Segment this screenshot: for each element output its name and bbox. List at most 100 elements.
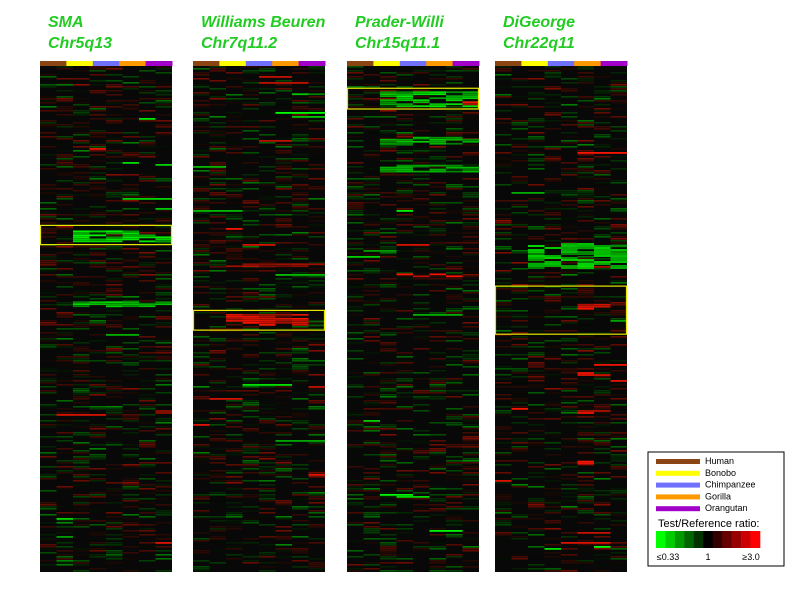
heatmap-cell [347, 104, 364, 106]
heatmap-cell [561, 208, 578, 210]
heatmap-cell [561, 132, 578, 134]
heatmap-cell [56, 158, 73, 160]
heatmap-cell [259, 566, 276, 568]
heatmap-cell [610, 280, 627, 282]
heatmap-cell [561, 362, 578, 364]
heatmap-cell [155, 338, 172, 340]
heatmap-cell [308, 82, 325, 84]
heatmap-cell [40, 390, 57, 392]
heatmap-cell [209, 448, 226, 450]
heatmap-cell [40, 322, 57, 324]
heatmap-cell [380, 310, 397, 312]
heatmap-cell [561, 402, 578, 404]
heatmap-cell [396, 474, 413, 476]
heatmap-cell [577, 440, 594, 442]
heatmap-cell [446, 380, 463, 382]
heatmap-cell [73, 360, 90, 362]
heatmap-cell [429, 276, 446, 278]
heatmap-band-cell [89, 240, 106, 243]
legend-tick-label: ≥3.0 [742, 552, 759, 562]
heatmap-cell [122, 86, 139, 88]
heatmap-cell [347, 446, 364, 448]
heatmap-cell [528, 276, 545, 278]
heatmap-cell [209, 142, 226, 144]
heatmap-cell [396, 152, 413, 154]
heatmap-band-cell [242, 313, 259, 316]
heatmap-cell [511, 234, 528, 236]
heatmap-band-cell [429, 273, 446, 276]
heatmap-cell [577, 170, 594, 172]
heatmap-cell [73, 520, 90, 522]
heatmap-cell [577, 550, 594, 552]
heatmap-cell [610, 414, 627, 416]
heatmap-cell [511, 270, 528, 272]
heatmap-cell [275, 348, 292, 350]
heatmap-cell [446, 296, 463, 298]
heatmap-cell [193, 272, 210, 274]
heatmap-cell [56, 332, 73, 334]
heatmap-cell [495, 412, 512, 414]
species-header-chimpanzee [547, 61, 575, 66]
heatmap-cell [462, 498, 479, 500]
heatmap-cell [209, 312, 226, 314]
heatmap-cell [429, 440, 446, 442]
heatmap-band-cell [577, 247, 594, 249]
heatmap-cell [462, 240, 479, 242]
heatmap-cell [139, 266, 156, 268]
heatmap-cell [380, 400, 397, 402]
heatmap-cell [594, 116, 611, 118]
heatmap-cell [193, 150, 210, 152]
legend-swatch-chimpanzee [656, 482, 700, 488]
heatmap-cell [275, 556, 292, 558]
heatmap-cell [429, 242, 446, 244]
heatmap-cell [413, 452, 430, 454]
heatmap-cell [429, 148, 446, 150]
heatmap-cell [308, 304, 325, 306]
heatmap-cell [429, 182, 446, 184]
heatmap-cell [292, 136, 309, 138]
heatmap-cell [155, 298, 172, 300]
heatmap-cell [577, 532, 611, 534]
heatmap-cell [275, 138, 292, 140]
heatmap-cell [577, 310, 594, 312]
heatmap-cell [610, 290, 627, 292]
heatmap-cell [209, 330, 226, 332]
heatmap-cell [122, 252, 139, 254]
heatmap-cell [577, 120, 594, 122]
heatmap-cell [495, 316, 512, 318]
heatmap-cell [89, 262, 106, 264]
heatmap-band-cell [122, 301, 139, 304]
heatmap-cells [40, 66, 172, 572]
heatmap-cell [209, 134, 226, 136]
heatmap-cell [413, 152, 430, 154]
heatmap-cell [193, 334, 210, 336]
heatmap-cell [242, 174, 259, 176]
heatmap-cell [122, 428, 139, 430]
heatmap-cell [413, 158, 430, 160]
heatmap-cell [106, 516, 123, 518]
heatmap-cell [495, 510, 512, 512]
heatmap-cell [139, 152, 156, 154]
heatmap-cell [577, 144, 594, 146]
heatmap-band-cell [528, 259, 545, 261]
heatmap-cell [429, 78, 446, 80]
heatmap-cell [380, 252, 397, 254]
heatmap-cell [259, 554, 276, 556]
heatmap-cell [242, 404, 259, 406]
heatmap-cell [347, 244, 364, 246]
heatmap-cell [242, 428, 259, 430]
heatmap-cell [380, 566, 397, 568]
heatmap-cell [347, 96, 364, 98]
heatmap-cell [73, 484, 90, 486]
heatmap-cell [413, 72, 430, 74]
heatmap-cell [259, 408, 276, 410]
heatmap-cell [462, 426, 479, 428]
heatmap-band-cell [577, 265, 594, 267]
heatmap-cell [89, 108, 106, 110]
heatmap-cell [528, 198, 545, 200]
heatmap-cell [528, 534, 545, 536]
heatmap-cell [561, 174, 578, 176]
heatmap-cell [155, 262, 172, 264]
heatmap-cell [56, 166, 73, 168]
